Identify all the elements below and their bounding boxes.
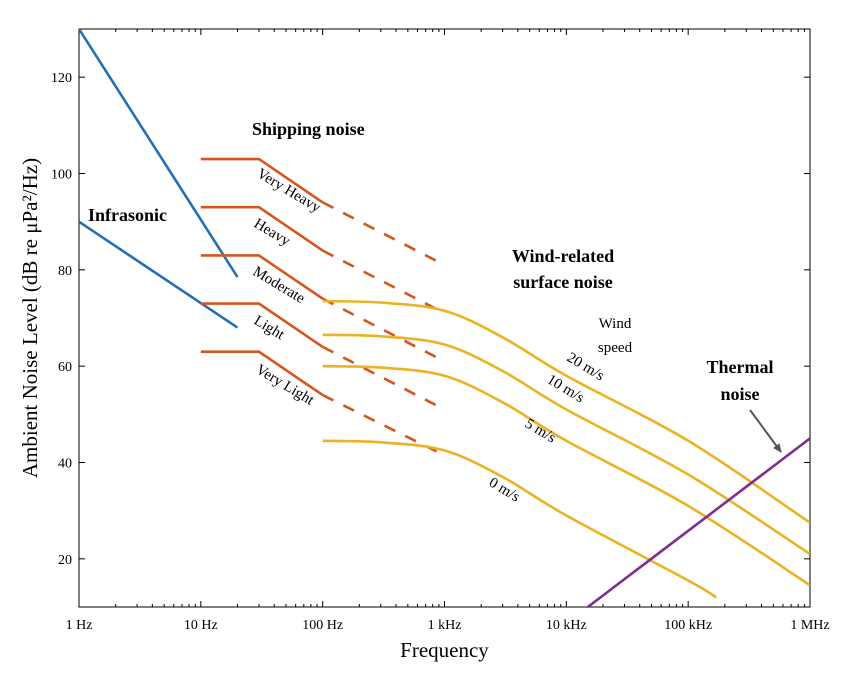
series-dashed-shipping-light-5 [322, 345, 446, 411]
series-line-shipping-very-light-6 [200, 350, 324, 397]
series-dashed-shipping-very-heavy-2 [322, 201, 446, 267]
x-tick-label: 10 Hz [184, 618, 218, 633]
x-tick-label: 100 kHz [664, 618, 712, 633]
axes-layer: 1 Hz 10 Hz 100 Hz 1 kHz 10 kHz 100 kHz 1 MHz 20… [18, 28, 830, 662]
x-tick-label: 1 MHz [790, 618, 829, 633]
annotation-infrasonic: Infrasonic [88, 205, 167, 225]
y-axis-title: Ambient Noise Level (dB re μPa²/Hz) [18, 158, 42, 478]
series-line-wind-0-m-s-10 [322, 439, 717, 599]
series-line-shipping-light-5 [200, 302, 324, 348]
annotation-shipping-noise: Shipping noise [252, 119, 365, 139]
annotation-wind-speed-line2: speed [598, 340, 633, 356]
series-line-shipping-moderate-4 [200, 254, 324, 300]
series-line-wind-10-m-s-8 [322, 333, 810, 556]
y-tick-label: 100 [51, 168, 72, 183]
label-light: Light [251, 313, 288, 344]
label-heavy: Heavy [251, 216, 293, 250]
x-tick-label: 100 Hz [302, 618, 343, 633]
y-tick-label: 40 [58, 457, 72, 472]
series-line-thermal-thermal-noise-11 [587, 437, 810, 607]
annotation-thermal-line1: Thermal [707, 357, 774, 377]
annotation-thermal-line2: noise [720, 384, 759, 404]
series-line-wind-5-m-s-9 [322, 364, 810, 587]
label-wind-0: 0 m/s [486, 475, 523, 506]
label-very-heavy: Very Heavy [254, 166, 324, 217]
series-layer [79, 29, 810, 607]
y-tick-label: 60 [58, 360, 72, 375]
label-wind-5: 5 m/s [522, 416, 559, 447]
annotation-wind-related-line1: Wind-related [512, 246, 614, 266]
y-tick-label: 80 [58, 264, 72, 279]
x-tick-label: 1 Hz [66, 618, 93, 633]
annotation-wind-speed-line1: Wind [599, 316, 632, 332]
y-tick-label: 120 [51, 71, 72, 86]
series-line-shipping-very-heavy-2 [200, 157, 324, 204]
series-line-shipping-heavy-3 [200, 205, 324, 252]
x-tick-label: 10 kHz [546, 618, 587, 633]
annotation-wind-related-line2: surface noise [513, 272, 612, 292]
thermal-noise-arrow [749, 409, 782, 453]
series-line-infrasonic-infrasonic-0 [79, 29, 239, 278]
series-line-wind-20-m-s-7 [322, 299, 810, 524]
series-line-infrasonic-infrasonic-1 [79, 220, 239, 329]
x-tick-label: 1 kHz [428, 618, 462, 633]
x-axis-title: Frequency [400, 638, 489, 662]
y-tick-label: 20 [58, 553, 72, 568]
